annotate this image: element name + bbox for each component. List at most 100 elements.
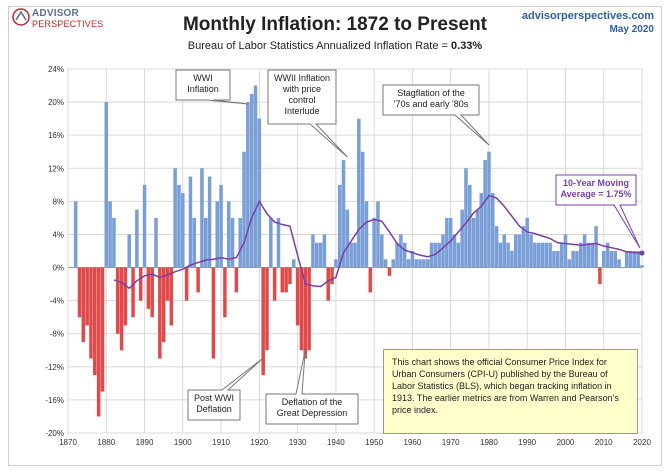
inflation-bar: [422, 259, 426, 268]
inflation-bar: [276, 217, 281, 268]
inflation-bar: [525, 217, 529, 268]
y-tick-label: -4%: [50, 297, 64, 306]
y-tick-label: 20%: [48, 98, 64, 107]
inflation-bar: [506, 242, 510, 268]
inflation-bar: [368, 267, 373, 293]
chart-title: Monthly Inflation: 1872 to Present: [182, 14, 488, 35]
inflation-bar: [598, 267, 602, 285]
inflation-bar: [150, 267, 154, 318]
y-tick-label: 0%: [52, 264, 64, 273]
inflation-bar: [188, 176, 193, 268]
inflation-bar: [184, 267, 189, 301]
inflation-bars: [73, 85, 644, 417]
inflation-bar: [299, 267, 304, 351]
y-tick-label: 24%: [48, 65, 64, 74]
inflation-bar: [246, 102, 250, 268]
inflation-bar: [173, 168, 177, 268]
x-tick-label: 1870: [59, 438, 77, 447]
inflation-bar: [242, 151, 246, 268]
y-tick-label: 16%: [48, 131, 64, 140]
logo-text-advisor: ADVISOR: [32, 8, 79, 19]
inflation-bar: [445, 217, 449, 268]
inflation-bar: [322, 234, 327, 268]
inflation-bar: [219, 184, 223, 268]
callout-text: Inflation: [187, 84, 219, 94]
inflation-bar: [146, 267, 151, 309]
inflation-bar: [230, 217, 235, 268]
inflation-bar: [196, 267, 200, 293]
inflation-bar: [158, 267, 162, 359]
callout-text: 10-Year Moving: [563, 178, 629, 188]
inflation-bar: [552, 251, 556, 268]
inflation-bar: [372, 217, 376, 268]
callout-text: Average = 1.75%: [561, 189, 632, 199]
y-tick-label: -16%: [45, 396, 64, 405]
inflation-bar: [265, 267, 269, 351]
inflation-bar: [636, 251, 640, 268]
site-url[interactable]: advisorperspectives.com: [521, 10, 654, 22]
inflation-bar: [433, 242, 438, 268]
inflation-bar: [138, 267, 143, 301]
x-tick-label: 1990: [518, 438, 536, 447]
inflation-bar: [563, 234, 568, 268]
callout-text: Interlude: [284, 106, 319, 116]
inflation-bar: [234, 267, 239, 293]
inflation-bar: [605, 242, 610, 268]
inflation-bar: [112, 217, 116, 268]
inflation-bar: [292, 259, 296, 268]
callout-stagflation: Stagflation of the'70s and early '80s: [382, 84, 490, 146]
inflation-bar: [215, 201, 220, 268]
x-tick-label: 1930: [289, 438, 307, 447]
info-box: This chart shows the official Consumer P…: [383, 349, 638, 434]
inflation-bar: [77, 267, 82, 318]
inflation-bar: [177, 184, 181, 268]
advisor-perspectives-logo[interactable]: ADVISOR PERSPECTIVES: [12, 6, 122, 32]
inflation-bar: [456, 242, 461, 268]
inflation-bar: [349, 242, 353, 268]
inflation-bar: [288, 267, 292, 285]
callout-text: Deflation: [196, 404, 232, 414]
inflation-bar: [414, 259, 418, 268]
inflation-bar: [330, 267, 334, 285]
inflation-bar: [613, 251, 617, 268]
inflation-bar: [586, 242, 591, 268]
inflation-bar: [517, 234, 522, 268]
callout-text: with price: [282, 84, 321, 94]
inflation-bar: [269, 217, 273, 268]
inflation-bar: [548, 242, 552, 268]
callout-bubble: [187, 357, 264, 421]
callout-text: Post WWI: [194, 393, 234, 403]
y-axis-ticks: 24% 20% 16% 12% 8% 4% 0% -4% -8% -12% -16% -20%: [45, 65, 64, 438]
inflation-bar: [115, 267, 120, 334]
inflation-bar: [238, 217, 242, 268]
inflation-bar: [165, 267, 170, 301]
inflation-bar: [161, 267, 166, 342]
inflation-bar: [624, 251, 629, 268]
inflation-bar: [131, 267, 135, 318]
inflation-bar: [479, 193, 484, 268]
publish-date: May 2020: [609, 24, 654, 35]
callout-bubble: [175, 69, 248, 105]
inflation-bar: [334, 259, 338, 268]
inflation-bar: [249, 93, 254, 268]
inflation-bar: [364, 201, 369, 268]
inflation-bar: [360, 151, 365, 268]
inflation-bar: [621, 267, 625, 269]
x-tick-label: 1900: [174, 438, 192, 447]
inflation-bar: [590, 242, 595, 268]
x-tick-label: 1960: [404, 438, 422, 447]
inflation-bar: [395, 242, 399, 268]
inflation-bar: [223, 267, 227, 318]
inflation-bar: [85, 267, 89, 326]
inflation-bar: [556, 251, 560, 268]
inflation-bar: [353, 242, 357, 268]
inflation-bar: [437, 242, 441, 268]
inflation-bar: [119, 267, 124, 351]
inflation-bar: [318, 242, 323, 268]
y-tick-label: -8%: [50, 330, 64, 339]
inflation-bar: [582, 234, 587, 268]
inflation-bar: [640, 265, 644, 268]
y-tick-label: -20%: [45, 429, 64, 438]
